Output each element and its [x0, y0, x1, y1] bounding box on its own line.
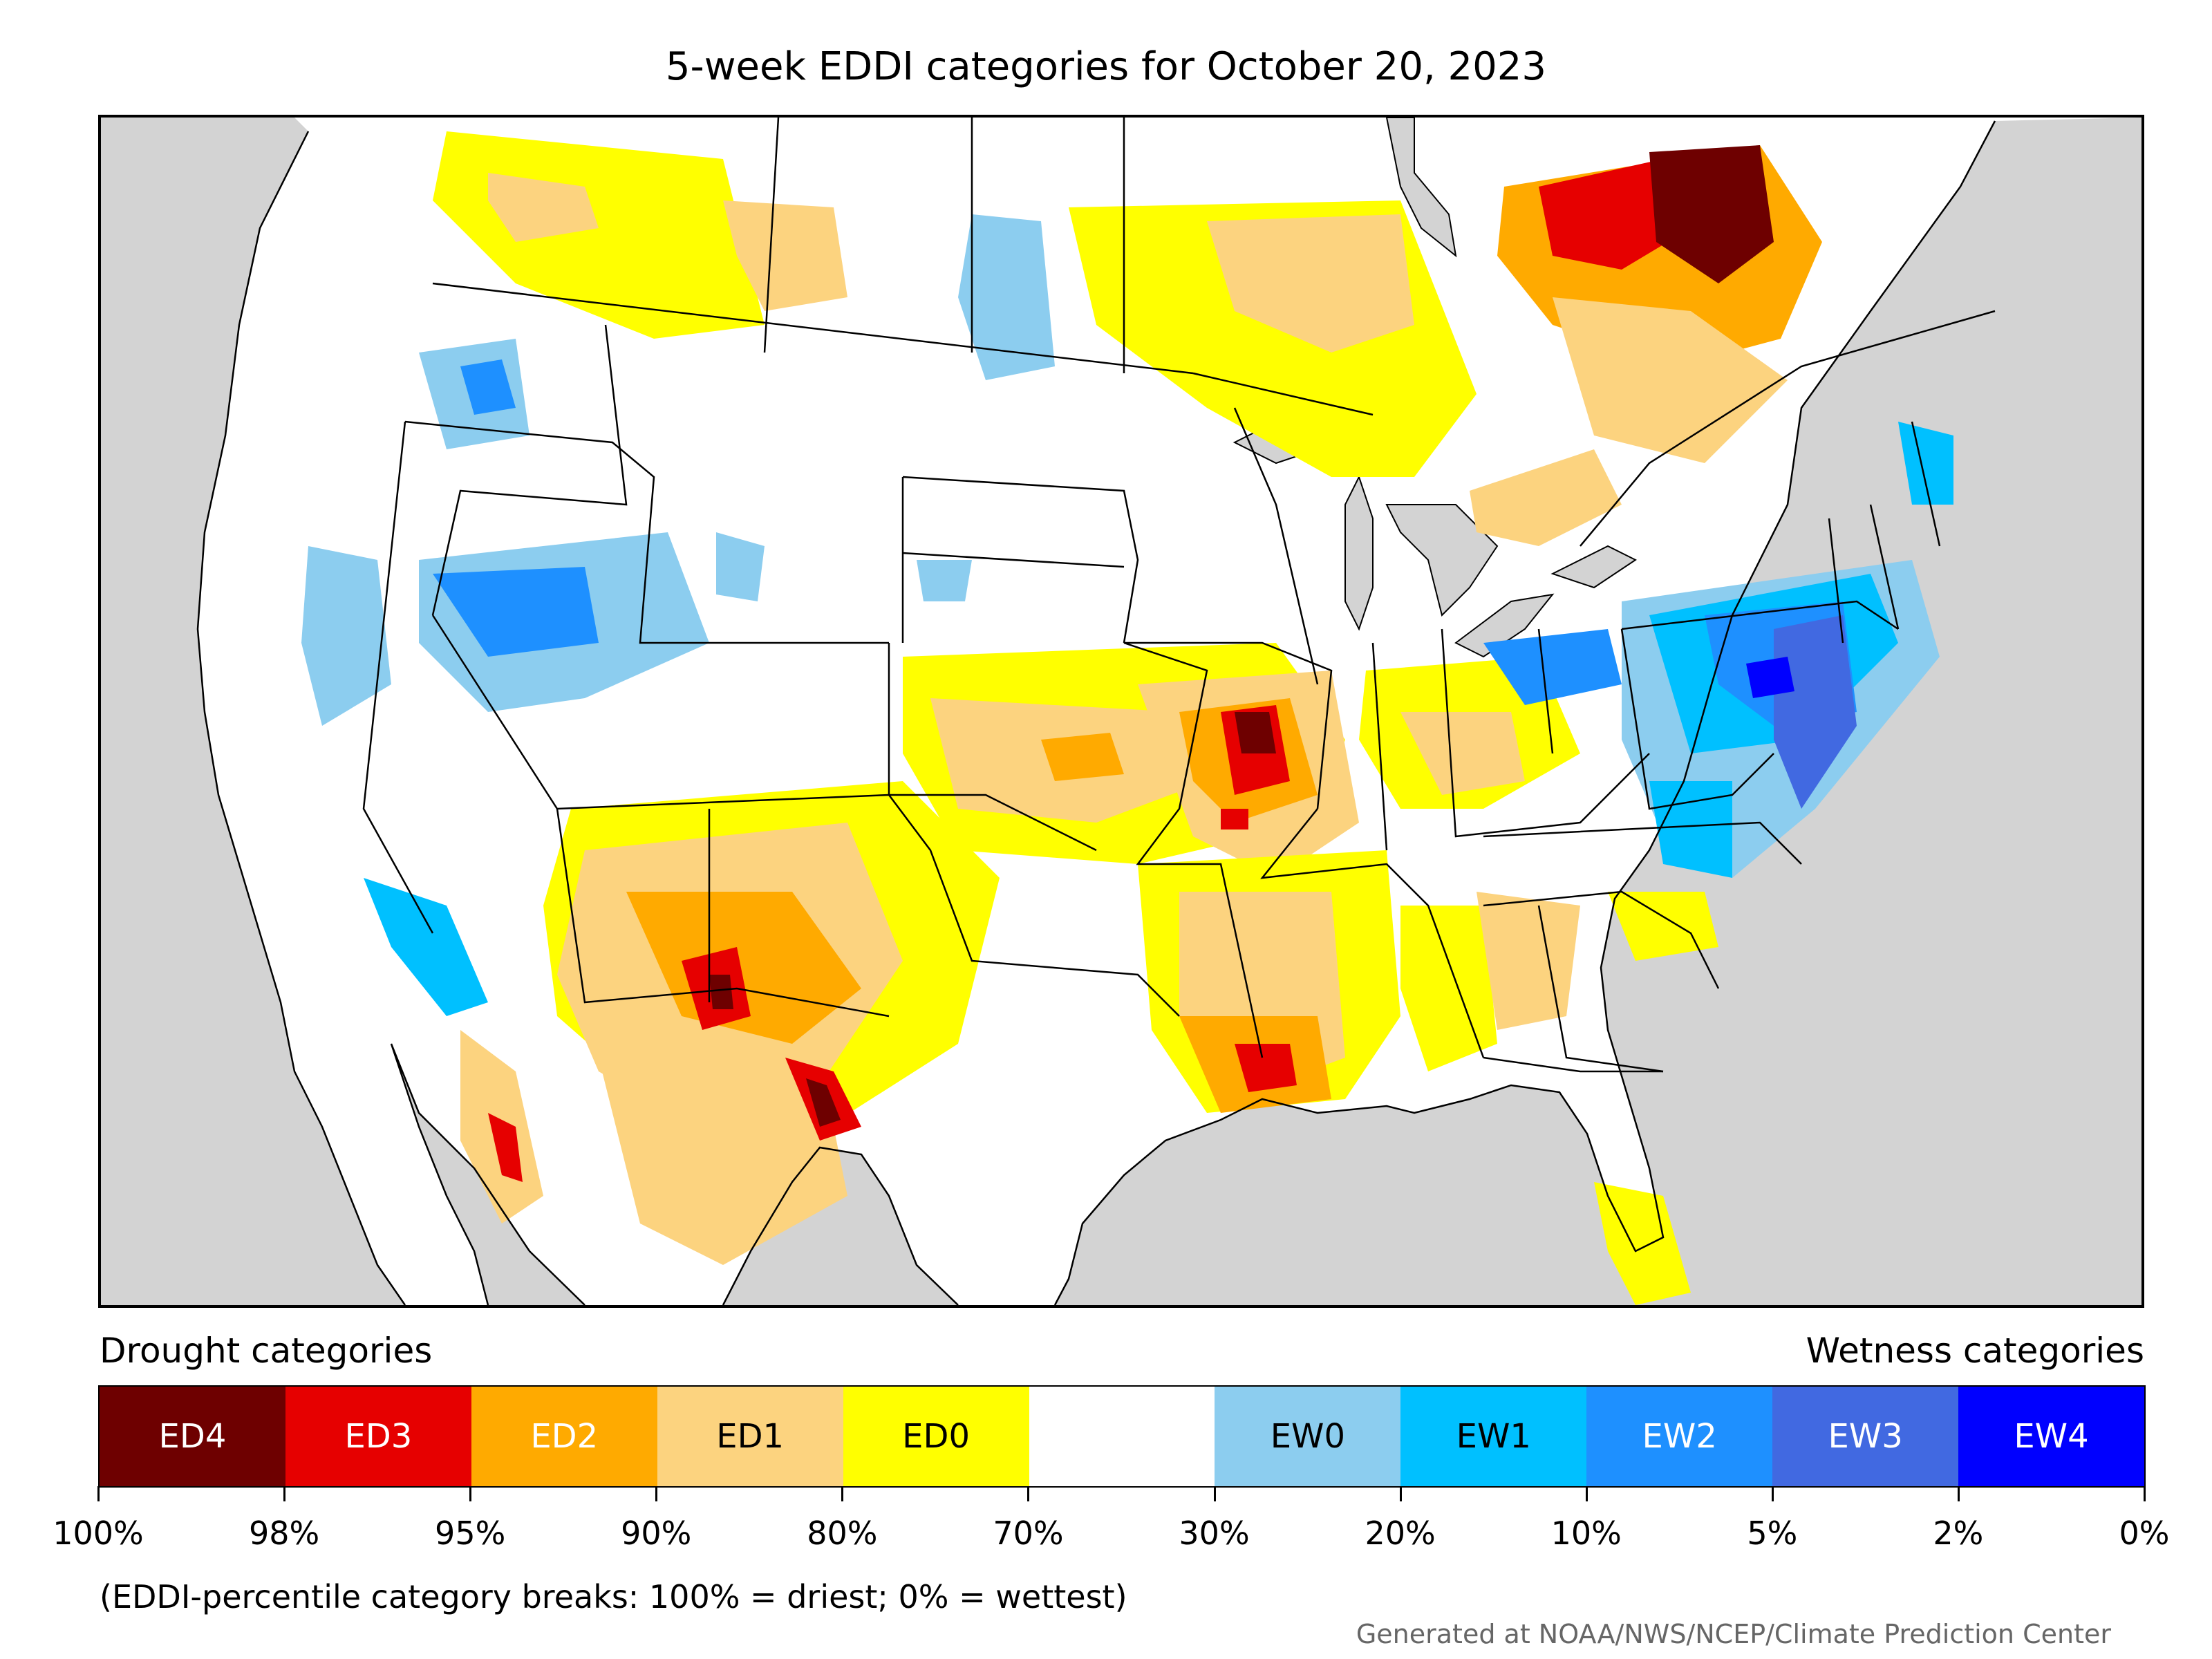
credit-text: Generated at NOAA/NWS/NCEP/Climate Predi… — [1356, 1619, 2111, 1649]
region-ew0 — [301, 546, 391, 726]
legend-break-label: 100% — [53, 1515, 144, 1552]
legend-cell-ew2: EW2 — [1586, 1387, 1773, 1486]
region-ed1 — [1553, 297, 1788, 463]
hudson-region — [1385, 118, 1457, 258]
legend-cell-ew4: EW4 — [1958, 1387, 2144, 1486]
legend-cell-ed3: ED3 — [285, 1387, 471, 1486]
wetness-categories-label: Wetness categories — [1806, 1331, 2144, 1371]
legend-cell-ed4: ED4 — [100, 1387, 285, 1486]
legend-break-label: 80% — [807, 1515, 878, 1552]
region-ed1 — [1470, 449, 1622, 546]
region-ed4 — [1235, 712, 1276, 753]
region-ed4 — [709, 975, 733, 1009]
region-ed1 — [1207, 214, 1414, 353]
legend-break-label: 0% — [2119, 1515, 2170, 1552]
region-ed3 — [1221, 809, 1248, 830]
legend-tick — [1399, 1486, 1402, 1501]
legend-tick — [655, 1486, 658, 1501]
map-canvas — [101, 118, 2141, 1305]
legend-break-label: 98% — [248, 1515, 320, 1552]
region-ew1 — [1898, 422, 1953, 505]
region-ed3 — [1235, 1044, 1297, 1092]
region-ew2 — [1483, 629, 1622, 705]
region-ed4 — [806, 1078, 841, 1127]
legend-break-label: 2% — [1933, 1515, 1984, 1552]
legend-break-label: 10% — [1550, 1515, 1622, 1552]
legend-break-label: 20% — [1365, 1515, 1436, 1552]
region-ew0 — [958, 214, 1055, 380]
region-ed3 — [488, 1113, 523, 1182]
legend-tick — [1771, 1486, 1774, 1501]
region-ew2 — [433, 567, 599, 657]
legend-cell-ed2: ED2 — [471, 1387, 657, 1486]
category-legend: ED4 ED3 ED2 ED1 ED0 EW0 EW1 EW2 EW3 EW4 — [98, 1385, 2146, 1488]
legend-cell-ew0: EW0 — [1215, 1387, 1401, 1486]
eddi-map — [98, 115, 2144, 1308]
legend-tick — [2144, 1486, 2146, 1501]
legend-break-label: 30% — [1179, 1515, 1250, 1552]
legend-tick — [1585, 1486, 1588, 1501]
category-regions — [301, 131, 1953, 1305]
legend-tick — [469, 1486, 472, 1501]
legend-cell-ew3: EW3 — [1772, 1387, 1959, 1486]
region-ew0 — [716, 532, 765, 601]
legend-break-label: 5% — [1747, 1515, 1798, 1552]
region-ew1 — [460, 359, 516, 415]
region-ed1 — [1400, 712, 1525, 795]
region-ed2 — [1041, 733, 1124, 781]
legend-tick — [283, 1486, 286, 1501]
legend-cell-ed0: ED0 — [843, 1387, 1029, 1486]
legend-tick — [841, 1486, 844, 1501]
region-ed2 — [626, 892, 861, 1044]
legend-tick — [97, 1486, 100, 1501]
legend-cell-normal — [1029, 1387, 1215, 1486]
region-ew1 — [364, 878, 488, 1016]
legend-tick — [1957, 1486, 1960, 1501]
region-ed1 — [488, 173, 599, 242]
coastline — [196, 120, 1996, 1305]
region-ew3 — [1774, 615, 1857, 809]
region-ed1 — [599, 1058, 847, 1265]
region-ed1 — [723, 200, 847, 311]
legend-break-label: 70% — [993, 1515, 1064, 1552]
legend-tick — [1213, 1486, 1216, 1501]
region-ed0 — [1608, 892, 1718, 961]
drought-categories-label: Drought categories — [100, 1331, 433, 1371]
category-note: (EDDI-percentile category breaks: 100% =… — [100, 1578, 1127, 1615]
region-ew4 — [1746, 657, 1794, 698]
legend-break-label: 90% — [621, 1515, 692, 1552]
region-ed4 — [1649, 145, 1774, 283]
legend-cell-ew1: EW1 — [1400, 1387, 1587, 1486]
legend-tick — [1027, 1486, 1030, 1501]
legend-cell-ed1: ED1 — [657, 1387, 843, 1486]
region-ew0 — [917, 560, 972, 601]
region-ed0 — [1594, 1182, 1691, 1305]
region-ew1 — [1649, 781, 1732, 878]
state-boundaries — [362, 118, 1996, 1073]
map-title: 5-week EDDI categories for October 20, 2… — [665, 44, 1547, 89]
legend-break-label: 95% — [435, 1515, 506, 1552]
